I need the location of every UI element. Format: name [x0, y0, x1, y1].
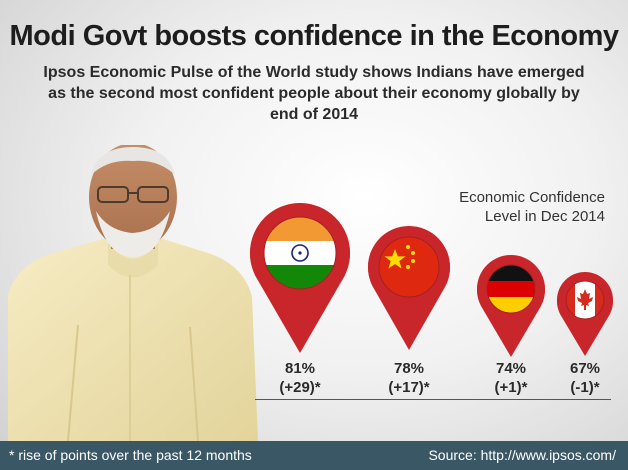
pin-marker-india: [250, 203, 350, 353]
data-label: 78%: [393, 360, 425, 377]
footnote: * rise of points over the past 12 months: [9, 447, 252, 463]
value-label-india: 81% (+29)*: [245, 359, 355, 397]
face-shape: [89, 145, 177, 251]
change-label: (+1)*: [494, 379, 528, 396]
beard-shape: [96, 211, 170, 257]
hair-shape: [91, 147, 175, 175]
change-label: (-1)*: [570, 379, 600, 396]
value-label-germany: 74% (+1)*: [456, 359, 566, 397]
chart-title: Economic Confidence Level in Dec 2014: [400, 188, 605, 226]
glasses-left: [97, 186, 129, 203]
collar-shape: [108, 241, 158, 278]
kurta-folds: [67, 324, 199, 441]
data-label: 67%: [569, 360, 601, 377]
page-title: Modi Govt boosts confidence in the Econo…: [9, 20, 620, 52]
change-label: (+17)*: [388, 379, 430, 396]
chart-title-line-2: Level in Dec 2014: [484, 208, 605, 225]
chart-title-line-1: Economic Confidence: [459, 189, 605, 206]
glasses-right: [137, 186, 169, 203]
person-photo: [8, 145, 258, 441]
data-label: 74%: [495, 360, 527, 377]
pin-marker-canada: [557, 272, 613, 356]
change-label: (+29)*: [279, 379, 321, 396]
pin-marker-china: [368, 226, 450, 350]
page-subtitle: Ipsos Economic Pulse of the World study …: [43, 64, 585, 123]
value-label-canada: 67% (-1)*: [530, 359, 628, 397]
kurta-shape: [8, 239, 258, 441]
source-link[interactable]: Source: http://www.ipsos.com/: [428, 447, 616, 463]
footer-bar: * rise of points over the past 12 months…: [0, 441, 628, 470]
data-label: 81%: [284, 360, 316, 377]
pin-marker-germany: [477, 255, 545, 357]
chart-baseline: [255, 399, 611, 400]
value-label-china: 78% (+17)*: [354, 359, 464, 397]
